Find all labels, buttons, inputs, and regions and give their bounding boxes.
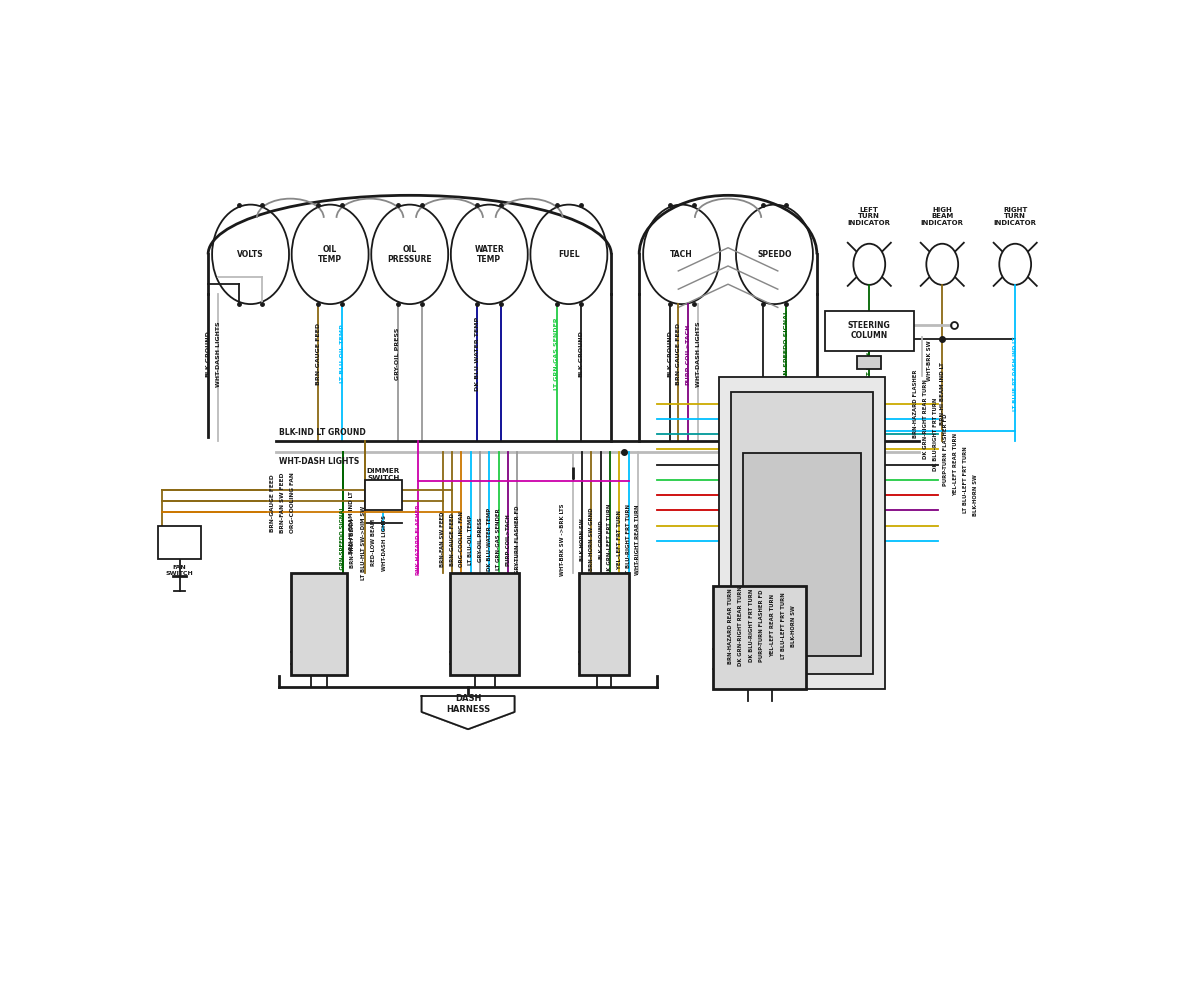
Text: LT GRN-GAS SENDER: LT GRN-GAS SENDER bbox=[555, 318, 559, 390]
Text: BRN-HORN SW GRND: BRN-HORN SW GRND bbox=[589, 508, 594, 571]
Text: LT BLU-HLT SW->DIM SW: LT BLU-HLT SW->DIM SW bbox=[361, 506, 365, 580]
Text: DK BLU-WATER TEMP: DK BLU-WATER TEMP bbox=[486, 508, 492, 571]
Bar bbox=[364, 480, 401, 509]
Bar bbox=[291, 573, 347, 675]
Text: BRN-HI BEAM IND LT: BRN-HI BEAM IND LT bbox=[349, 492, 353, 554]
Text: DK BLU-RIGHT FRT TURN: DK BLU-RIGHT FRT TURN bbox=[749, 589, 754, 663]
Text: FUEL: FUEL bbox=[558, 250, 580, 259]
Text: PURP-COIL>TACH: PURP-COIL>TACH bbox=[685, 323, 691, 384]
Text: LT BLU-LEFT FRT TURN: LT BLU-LEFT FRT TURN bbox=[781, 593, 786, 660]
Text: STEERING
COLUMN: STEERING COLUMN bbox=[848, 320, 890, 340]
Text: DK GRN-RIGHT REAR TURN: DK GRN-RIGHT REAR TURN bbox=[738, 586, 743, 665]
Text: GRY-TURN FLASHER FD: GRY-TURN FLASHER FD bbox=[515, 505, 520, 574]
Text: DK GREEN-LFT DASH IND LT: DK GREEN-LFT DASH IND LT bbox=[867, 331, 872, 417]
Text: BLK-GROUND: BLK-GROUND bbox=[579, 330, 583, 377]
Text: WHT-BRK SW ->BRK LTS: WHT-BRK SW ->BRK LTS bbox=[561, 503, 565, 576]
Text: PNK-HAZARD FLASHER: PNK-HAZARD FLASHER bbox=[416, 504, 420, 575]
Text: YEL-LEFT REAR TURN: YEL-LEFT REAR TURN bbox=[954, 434, 958, 496]
Bar bbox=[579, 573, 629, 675]
Text: OIL
TEMP: OIL TEMP bbox=[319, 245, 343, 263]
Text: GRY-OIL PRESS: GRY-OIL PRESS bbox=[395, 327, 400, 380]
Text: BLK-IND LT GROUND: BLK-IND LT GROUND bbox=[279, 428, 365, 436]
Text: DIMMER
SWITCH: DIMMER SWITCH bbox=[367, 468, 400, 481]
Text: LT BLU-RIGHT FRT TURN: LT BLU-RIGHT FRT TURN bbox=[627, 503, 631, 575]
Text: BLK-GROUND: BLK-GROUND bbox=[667, 330, 672, 377]
Text: WHT-DASH LIGHTS: WHT-DASH LIGHTS bbox=[696, 321, 701, 386]
Text: BRN-HI BEAM IND LT: BRN-HI BEAM IND LT bbox=[939, 362, 945, 425]
Text: BRN-GAUGE FEED: BRN-GAUGE FEED bbox=[449, 513, 455, 566]
Text: BLK-HORN SW: BLK-HORN SW bbox=[580, 518, 585, 561]
Text: ORG-COOLING FAN: ORG-COOLING FAN bbox=[290, 473, 295, 534]
Text: VOLTS: VOLTS bbox=[237, 250, 264, 259]
Text: PURP-TURN FLASHER FD: PURP-TURN FLASHER FD bbox=[943, 413, 948, 486]
Bar bbox=[858, 356, 882, 369]
Bar bbox=[714, 586, 806, 689]
Bar bbox=[824, 311, 914, 351]
Text: WHT-DASH LIGHTS: WHT-DASH LIGHTS bbox=[216, 321, 220, 386]
Text: DK GRN-RIGHT REAR TURN: DK GRN-RIGHT REAR TURN bbox=[924, 378, 928, 459]
Text: DASH
HARNESS: DASH HARNESS bbox=[446, 694, 490, 714]
Text: BLK-GROUND: BLK-GROUND bbox=[598, 520, 604, 559]
Text: WHT-RIGHT REAR TURN: WHT-RIGHT REAR TURN bbox=[635, 504, 641, 575]
Polygon shape bbox=[422, 696, 514, 729]
Text: LT BLU-OIL TEMP: LT BLU-OIL TEMP bbox=[339, 324, 345, 383]
Text: BRN-HAZARD FLASHER: BRN-HAZARD FLASHER bbox=[913, 370, 918, 437]
Bar bbox=[731, 391, 872, 674]
Text: DK GRN-SPEEDO SIGNAL: DK GRN-SPEEDO SIGNAL bbox=[339, 506, 345, 580]
Text: BRN-HAZARD REAR TURN: BRN-HAZARD REAR TURN bbox=[727, 588, 732, 664]
Text: PURP-TURN FLASHER FD: PURP-TURN FLASHER FD bbox=[760, 590, 764, 662]
Text: BLK-HORN SW: BLK-HORN SW bbox=[973, 474, 978, 516]
Text: BRN-GAUGE FEED: BRN-GAUGE FEED bbox=[270, 474, 274, 532]
Text: DK GRN-SPEEDO SIGNAL: DK GRN-SPEEDO SIGNAL bbox=[783, 311, 789, 397]
Text: LT BLUE-RT DASH IND LT: LT BLUE-RT DASH IND LT bbox=[1012, 336, 1017, 411]
Text: PURP-COIL>TACH: PURP-COIL>TACH bbox=[506, 513, 510, 566]
Text: OIL
PRESSURE: OIL PRESSURE bbox=[387, 245, 432, 263]
Bar bbox=[449, 573, 520, 675]
Text: LT GRN-GAS SENDER: LT GRN-GAS SENDER bbox=[496, 509, 501, 570]
Text: WATER
TEMP: WATER TEMP bbox=[474, 245, 504, 263]
Text: BRN-GAUGE FEED: BRN-GAUGE FEED bbox=[676, 322, 680, 385]
Text: HIGH
BEAM
INDICATOR: HIGH BEAM INDICATOR bbox=[921, 206, 963, 226]
Text: TACH: TACH bbox=[670, 250, 692, 259]
Bar bbox=[158, 526, 201, 559]
Text: ORG-COOLING FAN: ORG-COOLING FAN bbox=[459, 511, 464, 567]
Bar bbox=[743, 452, 860, 656]
Text: WHT-DASH LIGHTS: WHT-DASH LIGHTS bbox=[382, 515, 387, 571]
Text: DK BLU-RIGHT FRT TURN: DK BLU-RIGHT FRT TURN bbox=[933, 397, 938, 471]
Text: BRN-FAN SW FEED: BRN-FAN SW FEED bbox=[280, 473, 285, 533]
Text: BRN-HIGH BEAM: BRN-HIGH BEAM bbox=[350, 518, 355, 567]
Text: GRY-OIL PRESS: GRY-OIL PRESS bbox=[478, 517, 483, 562]
Text: RIGHT
TURN
INDICATOR: RIGHT TURN INDICATOR bbox=[993, 206, 1036, 226]
Bar bbox=[719, 377, 884, 689]
Text: BRN-FAN SW FEED: BRN-FAN SW FEED bbox=[441, 512, 446, 567]
Text: LEFT
TURN
INDICATOR: LEFT TURN INDICATOR bbox=[848, 206, 891, 226]
Text: YEL-LEFT REAR TURN: YEL-LEFT REAR TURN bbox=[770, 594, 775, 658]
Text: WHT-BRK SW: WHT-BRK SW bbox=[927, 340, 932, 380]
Text: DK GRN-LEFT FRT TURN: DK GRN-LEFT FRT TURN bbox=[607, 504, 612, 575]
Text: BLK-HORN SW: BLK-HORN SW bbox=[791, 605, 797, 647]
Text: YEL-LEFT FRT TURN: YEL-LEFT FRT TURN bbox=[617, 510, 622, 569]
Text: LT BLU-LEFT FRT TURN: LT BLU-LEFT FRT TURN bbox=[963, 446, 968, 513]
Text: RED-LOW BEAM: RED-LOW BEAM bbox=[371, 519, 376, 566]
Text: BRN-GAUGE FEED: BRN-GAUGE FEED bbox=[316, 322, 321, 385]
Text: FAN
SWITCH: FAN SWITCH bbox=[165, 565, 193, 576]
Text: BLK-GROUND: BLK-GROUND bbox=[206, 330, 211, 377]
Text: SPEEDO: SPEEDO bbox=[757, 250, 792, 259]
Text: DK BLU-WATER TEMP: DK BLU-WATER TEMP bbox=[474, 317, 480, 391]
Text: WHT-DASH LIGHTS: WHT-DASH LIGHTS bbox=[279, 457, 359, 466]
Text: LT BLU-OIL TEMP: LT BLU-OIL TEMP bbox=[468, 514, 473, 564]
